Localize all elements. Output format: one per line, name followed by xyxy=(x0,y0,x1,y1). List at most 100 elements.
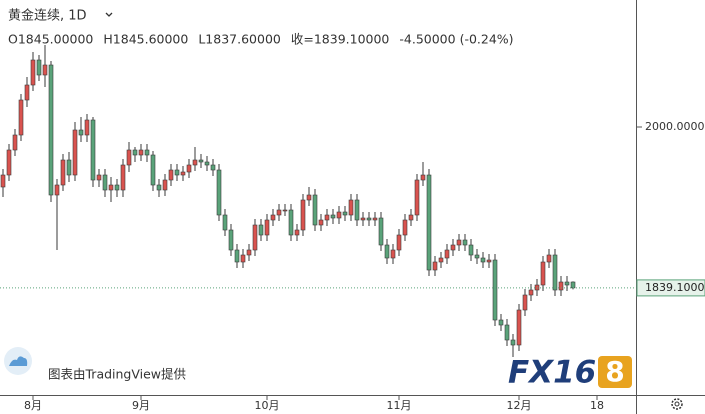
candle-body xyxy=(120,164,126,191)
candle-body xyxy=(492,259,498,321)
candle-body xyxy=(348,199,354,216)
candle-body xyxy=(360,217,366,221)
last-price-label: 1839.10000 xyxy=(645,281,705,294)
candle-body xyxy=(42,64,48,76)
candle-body xyxy=(396,234,402,251)
candle-body xyxy=(150,154,156,186)
x-tick-label: 11月 xyxy=(387,399,412,412)
candle-body xyxy=(102,174,108,191)
candle-body xyxy=(480,257,486,263)
candle-body xyxy=(522,294,528,311)
x-tick-label: 12月 xyxy=(507,399,532,412)
candle-body xyxy=(276,209,282,216)
candle-body xyxy=(60,159,66,186)
candle-body xyxy=(564,281,570,286)
candle-body xyxy=(288,209,294,236)
candle-body xyxy=(66,159,72,176)
plot-area xyxy=(0,45,576,357)
candle-body xyxy=(138,149,144,156)
candle-body xyxy=(78,129,84,136)
candle-body xyxy=(174,169,180,176)
candle-body xyxy=(354,199,360,221)
candle-body xyxy=(540,261,546,286)
candle-body xyxy=(414,179,420,216)
candle-body xyxy=(180,171,186,176)
x-tick-label: 10月 xyxy=(255,399,280,412)
logo-badge xyxy=(598,356,632,388)
candle-body xyxy=(468,244,474,256)
candle-body xyxy=(474,254,480,259)
candle-body xyxy=(300,199,306,231)
settings-gear[interactable] xyxy=(671,398,683,410)
candle-body xyxy=(486,259,492,263)
candle-body xyxy=(90,119,96,181)
candle-body xyxy=(186,164,192,173)
candle-body xyxy=(96,174,102,181)
candle-body xyxy=(234,249,240,263)
ohlc-legend: O1845.00000 H1845.60000 L1837.60000 收=1839.… xyxy=(8,32,514,47)
candle-body xyxy=(570,281,576,289)
candle-body xyxy=(198,159,204,163)
candle-body xyxy=(390,249,396,259)
candle-body xyxy=(336,211,342,219)
y-tick-label: 2000.00000 xyxy=(645,120,705,133)
candle-body xyxy=(156,184,162,191)
candle-body xyxy=(72,129,78,176)
candle-body xyxy=(114,184,120,191)
candle-body xyxy=(450,244,456,251)
candle-body xyxy=(132,149,138,156)
x-tick-label: 8月 xyxy=(24,399,42,412)
dropdown-chevron[interactable] xyxy=(105,12,113,17)
tradingview-badge[interactable] xyxy=(4,347,32,375)
candle-body xyxy=(294,229,300,236)
candle-body xyxy=(6,149,12,176)
candle-body xyxy=(366,217,372,221)
candle-body xyxy=(342,211,348,216)
candle-body xyxy=(228,229,234,251)
candle-body xyxy=(264,219,270,236)
candle-body xyxy=(456,239,462,246)
candle-body xyxy=(426,174,432,271)
ohlc-value: -4.50000 (-0.24%) xyxy=(399,32,513,47)
candle-body xyxy=(258,224,264,236)
ohlc-value: O1845.00000 xyxy=(8,32,93,47)
candle-body xyxy=(408,214,414,221)
candle-body xyxy=(270,214,276,221)
candle-body xyxy=(498,319,504,326)
candle-body xyxy=(306,194,312,201)
candle-body xyxy=(402,219,408,236)
candle-body xyxy=(432,261,438,271)
candle-body xyxy=(516,309,522,346)
candle-body xyxy=(168,169,174,181)
candle-body xyxy=(444,249,450,259)
candle-body xyxy=(282,209,288,212)
candle-body xyxy=(510,339,516,346)
candle-body xyxy=(204,161,210,166)
candle-body xyxy=(126,149,132,166)
symbol-title[interactable]: 黄金连续, 1D xyxy=(8,8,87,24)
candle-body xyxy=(546,254,552,263)
candle-body xyxy=(504,324,510,341)
candle-body xyxy=(378,217,384,246)
last-price-box xyxy=(636,279,705,297)
ohlc-value: L1837.60000 xyxy=(198,32,281,47)
candle-body xyxy=(246,249,252,256)
candle-body xyxy=(48,64,54,196)
logo-left: FX16 xyxy=(508,355,596,391)
x-tick-label: 18 xyxy=(590,399,604,412)
candle-body xyxy=(462,239,468,246)
ohlc-value: 收=1839.10000 xyxy=(291,32,390,47)
candle-body xyxy=(372,217,378,221)
x-tick-label: 9月 xyxy=(132,399,150,412)
candle-body xyxy=(24,84,30,101)
candle-body xyxy=(210,164,216,171)
logo-right: 8 xyxy=(605,355,624,388)
candle-body xyxy=(384,244,390,259)
candle-body xyxy=(18,99,24,136)
candle-body xyxy=(558,281,564,291)
candle-body xyxy=(528,289,534,296)
candle-body xyxy=(324,214,330,221)
candle-body xyxy=(0,174,6,188)
